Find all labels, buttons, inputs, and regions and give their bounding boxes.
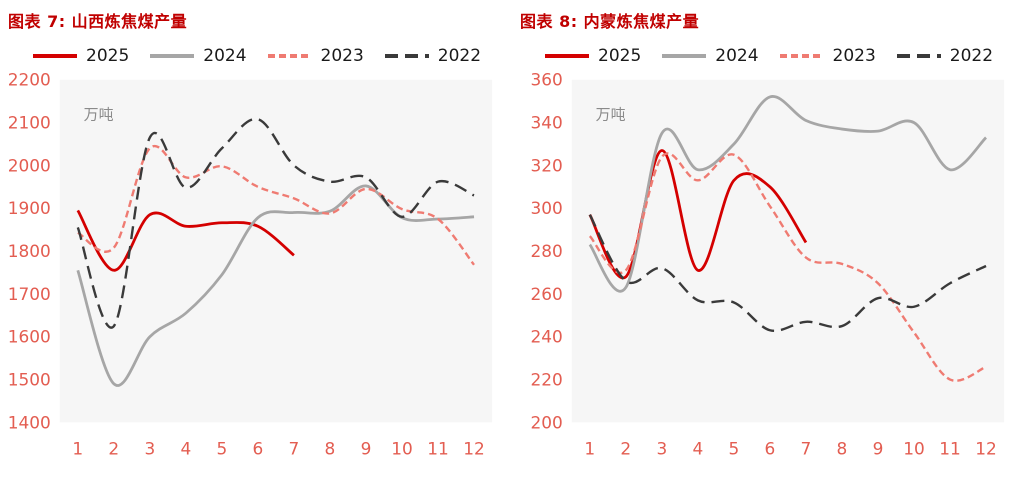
x-tick-label: 12: [975, 438, 997, 458]
y-tick-label: 1700: [8, 284, 51, 304]
legend-swatch-2025: [545, 54, 589, 58]
y-tick-label: 2000: [8, 155, 51, 175]
x-tick-label: 12: [463, 438, 485, 458]
y-tick-label: 1600: [8, 327, 51, 347]
x-tick-label: 11: [427, 438, 449, 458]
series-line-2023: [77, 144, 475, 266]
legend-item-2023: 2023: [779, 46, 876, 66]
x-tick-label: 9: [361, 438, 372, 458]
legend-swatch-2023: [267, 54, 312, 58]
y-tick-label: 2100: [8, 113, 51, 133]
unit-label: 万吨: [596, 106, 626, 124]
legend-label-2024: 2024: [715, 46, 759, 66]
x-tick-label: 3: [144, 438, 155, 458]
legend-label-2023: 2023: [320, 46, 364, 66]
x-tick-label: 6: [765, 438, 776, 458]
y-tick-label: 220: [531, 370, 563, 390]
y-tick-label: 2200: [8, 70, 51, 90]
x-tick-label: 9: [873, 438, 884, 458]
legend-item-2022: 2022: [384, 46, 481, 66]
legend-item-2025: 2025: [32, 46, 129, 66]
y-tick-label: 1800: [8, 241, 51, 261]
x-tick-label: 8: [837, 438, 848, 458]
x-tick-label: 11: [939, 438, 961, 458]
x-tick-label: 5: [729, 438, 740, 458]
y-tick-label: 1500: [8, 370, 51, 390]
y-tick-label: 360: [531, 70, 563, 90]
legend-item-2024: 2024: [149, 46, 247, 66]
plot-area: [571, 79, 1005, 423]
x-tick-label: 1: [584, 438, 595, 458]
y-tick-label: 300: [531, 198, 563, 218]
plot-area: [59, 79, 493, 423]
series-line-2022: [76, 117, 475, 329]
legend-label-2025: 2025: [86, 46, 130, 66]
y-tick-label: 260: [531, 284, 563, 304]
x-tick-label: 5: [217, 438, 228, 458]
x-tick-label: 2: [620, 438, 631, 458]
x-tick-label: 7: [801, 438, 812, 458]
legend-label-2022: 2022: [437, 46, 482, 66]
legend-label-2024: 2024: [203, 46, 247, 66]
y-tick-label: 340: [531, 113, 563, 133]
y-tick-label: 200: [531, 412, 563, 432]
legend-item-2023: 2023: [267, 46, 364, 66]
x-tick-label: 2: [108, 438, 119, 458]
legend-label-2025: 2025: [598, 46, 642, 66]
legend-label-2023: 2023: [832, 46, 876, 66]
y-tick-label: 1900: [8, 198, 51, 218]
chart-panel-shanxi: 图表 7: 山西炼焦煤产量 2025 2024 2023 2022 1400 1500 1…: [8, 12, 506, 459]
x-tick-label: 7: [289, 438, 300, 458]
chart-title-neimeng: 图表 8: 内蒙炼焦煤产量: [520, 12, 700, 31]
y-tick-label: 320: [531, 155, 563, 175]
chart-legend: 2025 2024 2023 2022: [32, 45, 506, 67]
series-line-2024: [588, 95, 988, 293]
legend-swatch-2024: [662, 54, 707, 58]
x-tick-label: 6: [253, 438, 264, 458]
series-line-2022: [588, 214, 987, 333]
legend-item-2024: 2024: [661, 46, 759, 66]
legend-swatch-2024: [150, 54, 195, 58]
legend-swatch-2025: [33, 54, 77, 58]
legend-swatch-2022: [896, 54, 941, 58]
chart-panel-neimeng: 图表 8: 内蒙炼焦煤产量 2025 2024 2023 2022 200 220 240…: [512, 0, 1024, 501]
chart-title-shanxi: 图表 7: 山西炼焦煤产量: [8, 12, 188, 31]
chart-legend: 2025 2024 2023 2022: [544, 45, 1018, 67]
x-tick-label: 10: [903, 438, 925, 458]
x-tick-label: 4: [692, 438, 703, 458]
series-line-2025: [76, 209, 295, 272]
legend-label-2022: 2022: [949, 46, 994, 66]
x-tick-label: 1: [72, 438, 83, 458]
x-tick-label: 10: [391, 438, 413, 458]
legend-item-2022: 2022: [896, 46, 993, 66]
unit-label: 万吨: [84, 106, 114, 124]
legend-swatch-2023: [779, 54, 824, 58]
legend-swatch-2022: [384, 54, 429, 58]
series-line-2023: [588, 152, 987, 382]
legend-item-2025: 2025: [544, 46, 641, 66]
x-tick-label: 8: [325, 438, 336, 458]
x-tick-label: 4: [180, 438, 191, 458]
y-tick-label: 240: [531, 327, 563, 347]
y-tick-label: 1400: [8, 412, 51, 432]
y-tick-label: 280: [531, 241, 563, 261]
series-line-2025: [588, 149, 808, 280]
x-tick-label: 3: [656, 438, 667, 458]
